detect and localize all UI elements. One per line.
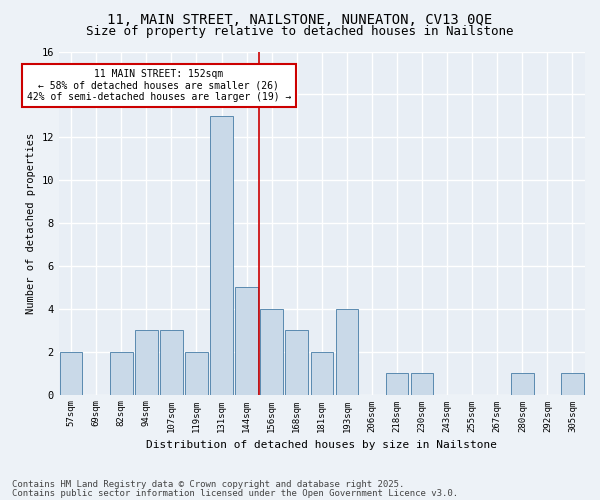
- Bar: [185, 352, 208, 395]
- Bar: [235, 288, 258, 395]
- Bar: [210, 116, 233, 394]
- Bar: [260, 309, 283, 394]
- Y-axis label: Number of detached properties: Number of detached properties: [26, 132, 35, 314]
- Bar: [311, 352, 333, 395]
- Text: Contains HM Land Registry data © Crown copyright and database right 2025.: Contains HM Land Registry data © Crown c…: [12, 480, 404, 489]
- Text: 11, MAIN STREET, NAILSTONE, NUNEATON, CV13 0QE: 11, MAIN STREET, NAILSTONE, NUNEATON, CV…: [107, 12, 493, 26]
- Bar: [335, 309, 358, 394]
- Bar: [110, 352, 133, 395]
- Bar: [60, 352, 82, 395]
- Bar: [561, 373, 584, 394]
- Text: Contains public sector information licensed under the Open Government Licence v3: Contains public sector information licen…: [12, 488, 458, 498]
- X-axis label: Distribution of detached houses by size in Nailstone: Distribution of detached houses by size …: [146, 440, 497, 450]
- Bar: [386, 373, 408, 394]
- Bar: [511, 373, 533, 394]
- Bar: [411, 373, 433, 394]
- Bar: [135, 330, 158, 394]
- Text: 11 MAIN STREET: 152sqm
← 58% of detached houses are smaller (26)
42% of semi-det: 11 MAIN STREET: 152sqm ← 58% of detached…: [26, 68, 291, 102]
- Bar: [286, 330, 308, 394]
- Text: Size of property relative to detached houses in Nailstone: Size of property relative to detached ho…: [86, 25, 514, 38]
- Bar: [160, 330, 182, 394]
